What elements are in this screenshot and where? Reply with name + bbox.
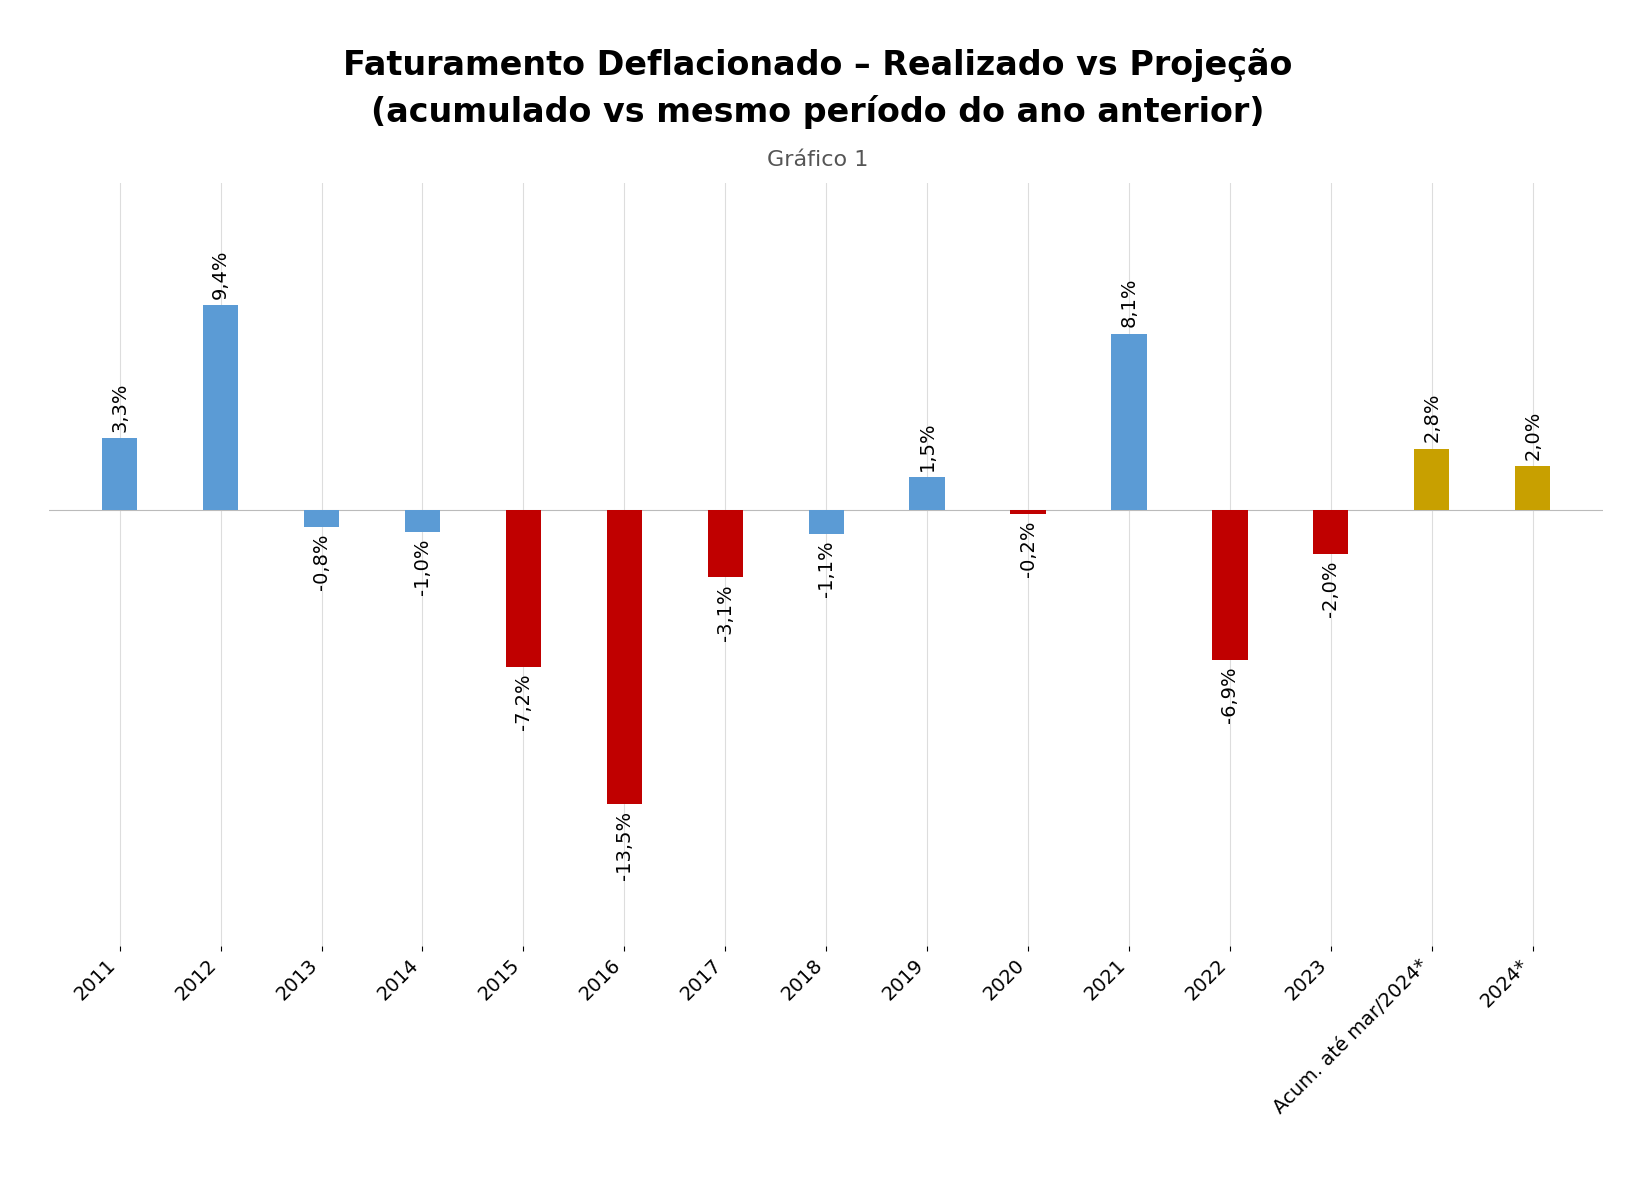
Text: 3,3%: 3,3% bbox=[110, 382, 129, 431]
Text: 8,1%: 8,1% bbox=[1119, 278, 1139, 327]
Text: -1,1%: -1,1% bbox=[816, 540, 836, 597]
Text: 1,5%: 1,5% bbox=[918, 421, 936, 470]
Bar bbox=[1111, 333, 1147, 509]
Text: 9,4%: 9,4% bbox=[211, 249, 231, 299]
Text: 2,0%: 2,0% bbox=[1523, 410, 1543, 460]
Text: -0,2%: -0,2% bbox=[1019, 521, 1037, 577]
Text: -6,9%: -6,9% bbox=[1220, 667, 1240, 723]
Text: -13,5%: -13,5% bbox=[615, 811, 633, 879]
Text: 2,8%: 2,8% bbox=[1422, 392, 1441, 442]
Bar bbox=[1314, 509, 1348, 553]
Bar bbox=[304, 509, 339, 527]
Bar bbox=[1011, 509, 1045, 514]
Bar bbox=[708, 509, 743, 578]
Bar bbox=[404, 509, 440, 532]
Text: -1,0%: -1,0% bbox=[412, 538, 432, 595]
Text: (acumulado vs mesmo período do ano anterior): (acumulado vs mesmo período do ano anter… bbox=[371, 96, 1265, 129]
Bar bbox=[506, 509, 542, 667]
Bar bbox=[607, 509, 641, 804]
Text: Faturamento Deflacionado – Realizado vs Projeção: Faturamento Deflacionado – Realizado vs … bbox=[344, 48, 1292, 82]
Text: -0,8%: -0,8% bbox=[312, 534, 330, 591]
Text: Gráfico 1: Gráfico 1 bbox=[767, 150, 869, 169]
Bar bbox=[1515, 467, 1551, 509]
Bar bbox=[1212, 509, 1248, 661]
Text: -7,2%: -7,2% bbox=[514, 674, 533, 730]
Text: -2,0%: -2,0% bbox=[1322, 560, 1340, 617]
Bar bbox=[203, 305, 239, 509]
Bar bbox=[808, 509, 844, 534]
Bar bbox=[101, 439, 137, 509]
Bar bbox=[910, 478, 944, 509]
Text: -3,1%: -3,1% bbox=[717, 584, 735, 641]
Bar bbox=[1414, 449, 1449, 509]
